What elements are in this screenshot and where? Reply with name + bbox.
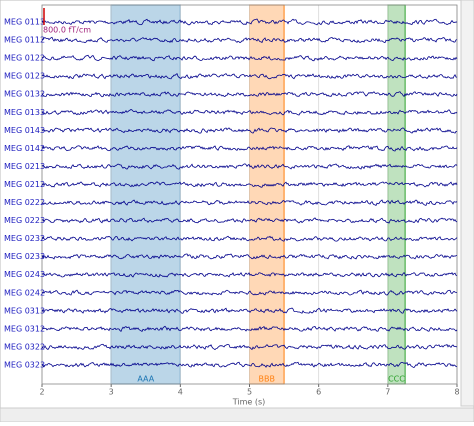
x-tick-label: 3 — [109, 388, 114, 397]
channel-label[interactable]: MEG 0242 — [4, 288, 45, 297]
trace — [41, 217, 458, 224]
trace — [41, 18, 458, 26]
annotation-label: BBB — [259, 375, 275, 384]
annotation-span — [110, 4, 181, 385]
channel-label[interactable]: MEG 0113 — [4, 18, 45, 27]
channel-label[interactable]: MEG 0313 — [4, 306, 45, 315]
trace — [41, 72, 458, 80]
channel-label[interactable]: MEG 0223 — [4, 216, 45, 225]
trace — [41, 343, 458, 351]
trace — [41, 361, 458, 368]
channel-label[interactable]: MEG 0212 — [4, 180, 45, 189]
trace — [41, 199, 458, 206]
channel-label[interactable]: MEG 0143 — [4, 126, 45, 135]
trace — [41, 145, 458, 152]
trace — [41, 253, 458, 260]
horizontal-scrollbar[interactable] — [0, 407, 474, 423]
channel-label[interactable]: MEG 0222 — [4, 198, 45, 207]
channel-label[interactable]: MEG 0132 — [4, 90, 45, 99]
trace — [41, 181, 458, 188]
annotation-span — [387, 4, 406, 385]
vertical-scrollbar[interactable] — [460, 0, 474, 407]
channel-label[interactable]: MEG 0133 — [4, 108, 45, 117]
channel-label[interactable]: MEG 0122 — [4, 54, 45, 63]
annotation-label: CCC — [388, 375, 405, 384]
trace — [41, 36, 458, 44]
trace — [41, 271, 458, 278]
channel-label[interactable]: MEG 0322 — [4, 342, 45, 351]
channel-label[interactable]: MEG 0112 — [4, 36, 45, 45]
x-tick-label: 6 — [316, 388, 321, 397]
channel-label[interactable]: MEG 0243 — [4, 270, 45, 279]
x-tick-label: 5 — [247, 388, 252, 397]
x-tick-label: 2 — [39, 388, 44, 397]
trace — [41, 163, 458, 170]
channel-label[interactable]: MEG 0142 — [4, 144, 45, 153]
x-axis-label: Time (s) — [232, 398, 266, 407]
scale-label: 800.0 fT/cm — [43, 26, 91, 35]
trace — [41, 289, 457, 296]
trace — [41, 91, 458, 98]
trace — [41, 127, 458, 134]
trace — [41, 235, 458, 242]
channel-label[interactable]: MEG 0233 — [4, 252, 45, 261]
trace — [41, 109, 458, 116]
x-tick-label: 4 — [178, 388, 183, 397]
channel-label[interactable]: MEG 0312 — [4, 324, 45, 333]
annotation-span — [249, 4, 285, 385]
annotation-label: AAA — [137, 375, 154, 384]
channel-label[interactable]: MEG 0123 — [4, 72, 45, 81]
trace — [41, 54, 458, 62]
x-tick-label: 8 — [454, 388, 459, 397]
axes-frame — [41, 4, 458, 385]
channel-label[interactable]: MEG 0323 — [4, 360, 45, 369]
channel-label[interactable]: MEG 0213 — [4, 162, 45, 171]
trace — [41, 307, 458, 314]
channel-label[interactable]: MEG 0232 — [4, 234, 45, 243]
trace — [41, 325, 458, 333]
x-tick-label: 7 — [385, 388, 390, 397]
